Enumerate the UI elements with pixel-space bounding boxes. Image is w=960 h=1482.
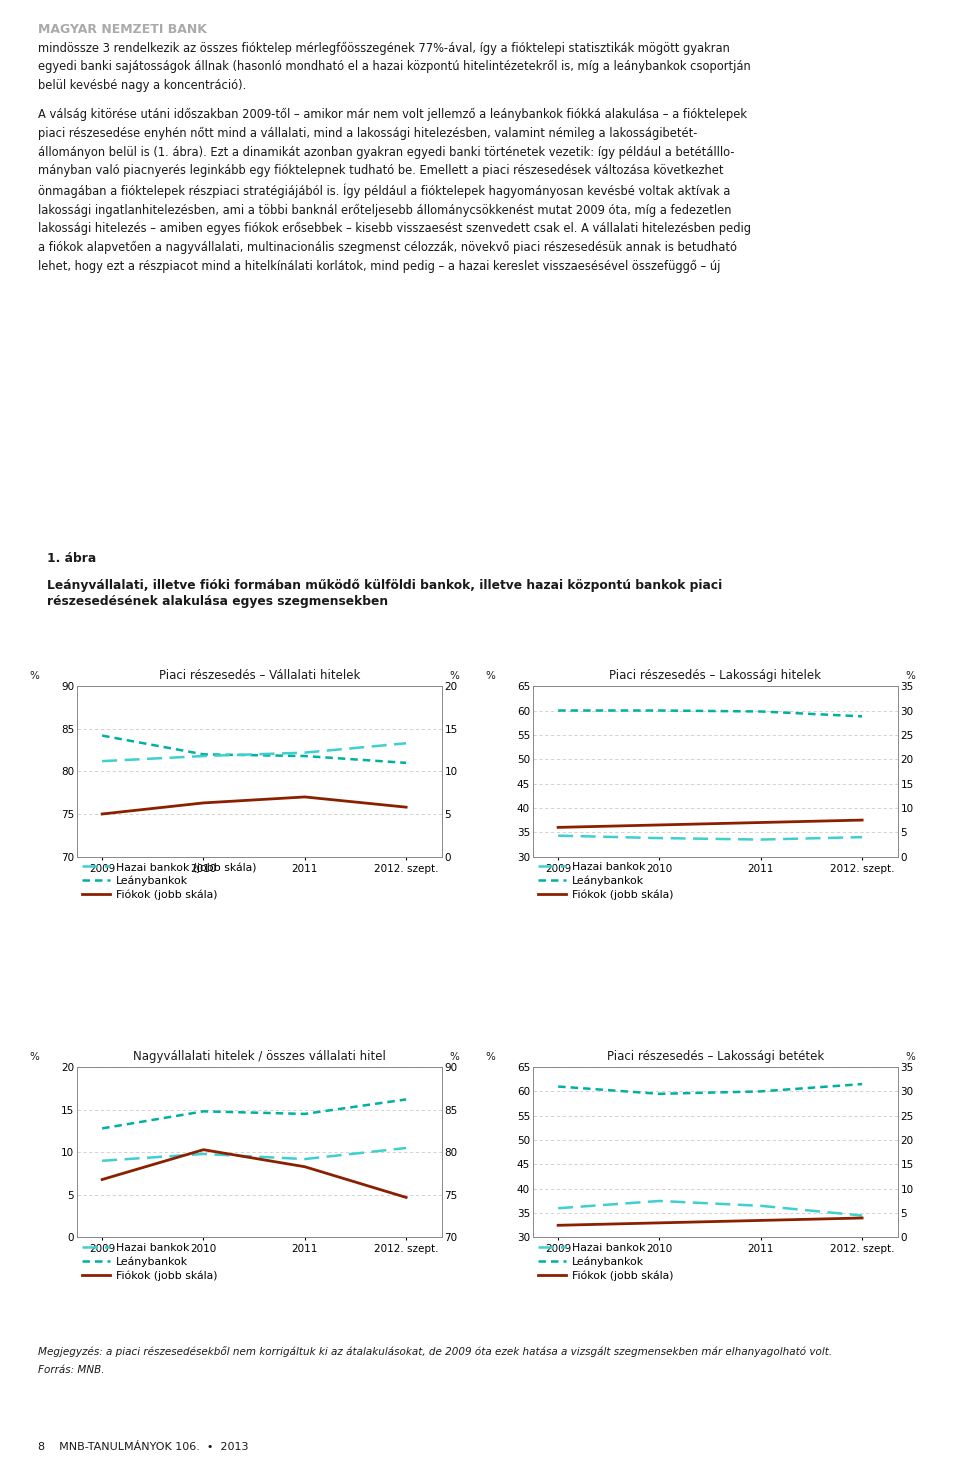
Text: %: % (449, 1052, 459, 1063)
Text: Megjegyzés: a piaci részesedésekből nem korrigáltuk ki az átalakulásokat, de 200: Megjegyzés: a piaci részesedésekből nem … (38, 1346, 832, 1356)
Legend: Hazai bankok (jobb skála), Leánybankok, Fiókok (jobb skála): Hazai bankok (jobb skála), Leánybankok, … (83, 863, 256, 900)
Title: Nagyvállalati hitelek / összes vállalati hitel: Nagyvállalati hitelek / összes vállalati… (132, 1051, 386, 1063)
Text: %: % (486, 1052, 495, 1063)
Text: %: % (905, 671, 915, 682)
Text: 8    MNB-TANULMÁNYOK 106.  •  2013: 8 MNB-TANULMÁNYOK 106. • 2013 (38, 1442, 249, 1452)
Text: %: % (905, 1052, 915, 1063)
Legend: Hazai bankok, Leánybankok, Fiókok (jobb skála): Hazai bankok, Leánybankok, Fiókok (jobb … (83, 1243, 217, 1280)
Text: mindössze 3 rendelkezik az összes fióktelep mérlegfőösszegének 77%-ával, így a f: mindössze 3 rendelkezik az összes fiókte… (38, 41, 751, 92)
Title: Piaci részesedés – Lakossági hitelek: Piaci részesedés – Lakossági hitelek (610, 670, 821, 682)
Title: Piaci részesedés – Vállalati hitelek: Piaci részesedés – Vállalati hitelek (158, 670, 360, 682)
Text: %: % (30, 671, 39, 682)
Legend: Hazai bankok, Leánybankok, Fiókok (jobb skála): Hazai bankok, Leánybankok, Fiókok (jobb … (539, 1243, 673, 1280)
Text: %: % (449, 671, 459, 682)
Text: 1. ábra: 1. ábra (47, 551, 97, 565)
Legend: Hazai bankok, Leánybankok, Fiókok (jobb skála): Hazai bankok, Leánybankok, Fiókok (jobb … (539, 863, 673, 900)
Text: %: % (486, 671, 495, 682)
Text: A válság kitörése utáni időszakban 2009-től – amikor már nem volt jellemző a leá: A válság kitörése utáni időszakban 2009-… (38, 108, 752, 273)
Text: %: % (30, 1052, 39, 1063)
Title: Piaci részesedés – Lakossági betétek: Piaci részesedés – Lakossági betétek (607, 1051, 824, 1063)
Text: Leányvállalati, illetve fióki formában működő külföldi bankok, illetve hazai köz: Leányvállalati, illetve fióki formában m… (47, 578, 723, 608)
Text: Forrás: MNB.: Forrás: MNB. (38, 1365, 105, 1375)
Text: MAGYAR NEMZETI BANK: MAGYAR NEMZETI BANK (38, 24, 207, 36)
